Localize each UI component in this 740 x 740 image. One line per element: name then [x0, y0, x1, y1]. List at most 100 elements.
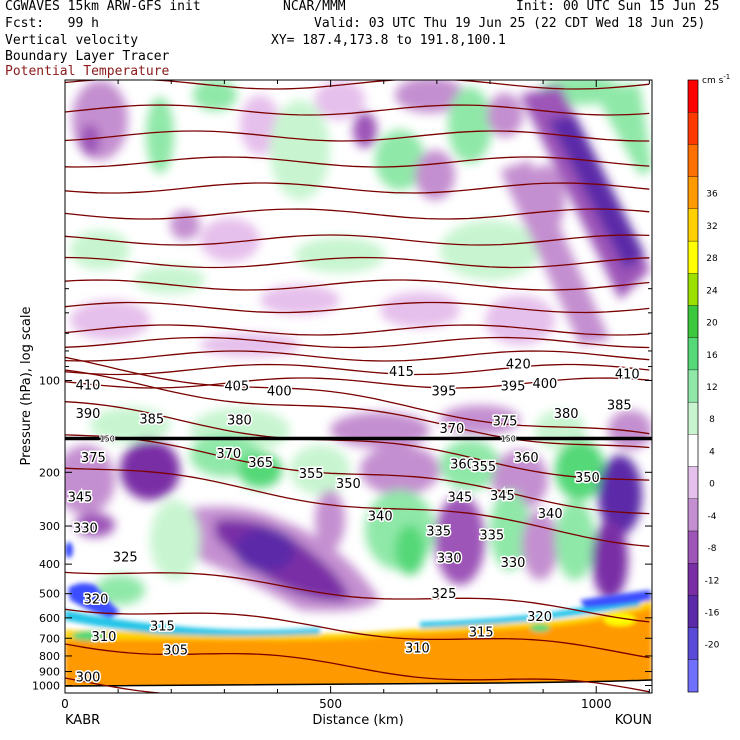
theta-label: 400 [267, 385, 292, 400]
x-tick-label: 1000 [581, 697, 612, 711]
theta-contour [65, 301, 650, 314]
theta-contours [65, 80, 650, 693]
x-tick-label: 0 [61, 697, 69, 711]
theta-label: 330 [73, 521, 98, 536]
y-tick-label: 400 [39, 558, 60, 571]
valid-time: Valid: 03 UTC Thu 19 Jun 25 (22 CDT Wed … [314, 16, 706, 31]
theta-contour [65, 156, 650, 168]
theta-label: 380 [227, 413, 252, 428]
y-tick-label: 500 [39, 588, 60, 601]
theta-label: 320 [527, 610, 552, 625]
theta-label: 310 [405, 642, 430, 657]
theta-label: 355 [471, 460, 496, 475]
theta-contour [65, 608, 650, 659]
theta-contour [65, 377, 650, 389]
theta-label: 335 [426, 524, 451, 539]
theta-contour-labels: 420 415 410 410 405 400 400 395 395 390 385 385 380 3… [66, 356, 641, 687]
colorbar-label: -4 [708, 512, 717, 522]
colorbar-label: -12 [705, 576, 720, 586]
theta-label: 305 [163, 643, 188, 658]
y-tick-label: 800 [39, 650, 60, 663]
theta-label: 325 [432, 587, 457, 602]
theta-contour [65, 256, 650, 269]
theta-label: 315 [150, 620, 175, 635]
theta-contour [65, 467, 650, 547]
x-axis-label: Distance (km) [312, 713, 403, 728]
theta-label: 410 [76, 378, 101, 393]
colorbar-frame [687, 79, 699, 693]
y-axis-label: Pressure (hPa), log scale [19, 307, 34, 466]
cross-section-coords: XY= 187.4,173.8 to 191.8,100.1 [271, 33, 506, 48]
colorbar-swatch [687, 273, 699, 306]
theta-label: 375 [81, 451, 106, 466]
theta-label: 345 [490, 489, 515, 504]
colorbar-label: 12 [706, 383, 717, 393]
theta-label: 380 [554, 407, 579, 422]
org-label: NCAR/MMM [283, 0, 346, 14]
colorbar-label: 32 [706, 222, 717, 232]
theta-label: 320 [84, 592, 109, 607]
theta-contour [65, 234, 650, 246]
theta-label: 300 [76, 671, 101, 686]
theta-label: 415 [389, 365, 414, 380]
y-tick-label: 100 [39, 375, 60, 388]
colorbar-swatch [687, 627, 699, 660]
y-tick-label: 700 [39, 632, 60, 645]
init-time: Init: 00 UTC Sun 15 Jun 25 [516, 0, 720, 14]
theta-contour [65, 434, 650, 515]
theta-contour [65, 643, 650, 693]
x-tick-label: 500 [319, 697, 342, 711]
colorbar-swatch [687, 337, 699, 371]
colorbar-swatch [687, 401, 699, 435]
theta-label: 360 [514, 451, 539, 466]
colorbar-swatch [687, 369, 699, 403]
colorbar-swatch [687, 240, 699, 274]
endpoint-right: KOUN [615, 713, 652, 728]
colorbar-label: -8 [708, 544, 717, 554]
tropopause-line: 150 150 [65, 434, 652, 445]
y-tick-label: 600 [39, 612, 60, 625]
colorbar-swatch [687, 434, 699, 467]
theta-contour [65, 182, 650, 194]
colorbar-swatch [687, 466, 699, 499]
theta-contour [65, 401, 650, 481]
endpoint-left: KABR [65, 713, 100, 728]
model-label: CGWAVES 15km ARW-GFS init [5, 0, 201, 14]
colorbar-label: 8 [709, 415, 715, 425]
theta-label: 360 [450, 457, 475, 472]
theta-label: 345 [447, 490, 472, 505]
theta-label: 310 [92, 630, 117, 645]
theta-contour [65, 104, 650, 116]
colorbar-label: 36 [706, 190, 718, 200]
theta-label: 420 [506, 358, 531, 373]
colorbar-swatch [687, 208, 699, 242]
colorbar-label: 0 [709, 480, 715, 490]
theta-label: 350 [575, 471, 600, 486]
y-tick-label: 1000 [32, 680, 60, 693]
theta-label: 370 [216, 447, 241, 462]
theta-label: 355 [299, 467, 324, 482]
theta-label: 395 [501, 380, 526, 395]
theta-contour [65, 356, 650, 435]
theta-label: 405 [224, 380, 249, 395]
field-label-vertical-velocity: Vertical velocity [5, 33, 139, 48]
theta-label: 400 [532, 377, 557, 392]
x-axis: 0 500 1000 [61, 80, 650, 711]
colorbar-swatch [687, 112, 699, 145]
colorbar-swatch [687, 563, 699, 596]
colorbar-swatch [687, 659, 699, 693]
tropopause-label: 150 [501, 435, 516, 444]
theta-contour [65, 208, 650, 220]
colorbar-swatch [687, 144, 699, 177]
colorbar-label: 4 [709, 447, 715, 457]
theta-label: 375 [493, 414, 518, 429]
theta-label: 390 [76, 407, 101, 422]
theta-contour [65, 363, 650, 376]
theta-contour [65, 130, 650, 142]
theta-contour [65, 279, 650, 291]
theta-contour [65, 336, 650, 349]
theta-label: 350 [336, 477, 361, 492]
colorbar-swatch [687, 305, 699, 338]
tropopause-label: 150 [100, 435, 115, 444]
